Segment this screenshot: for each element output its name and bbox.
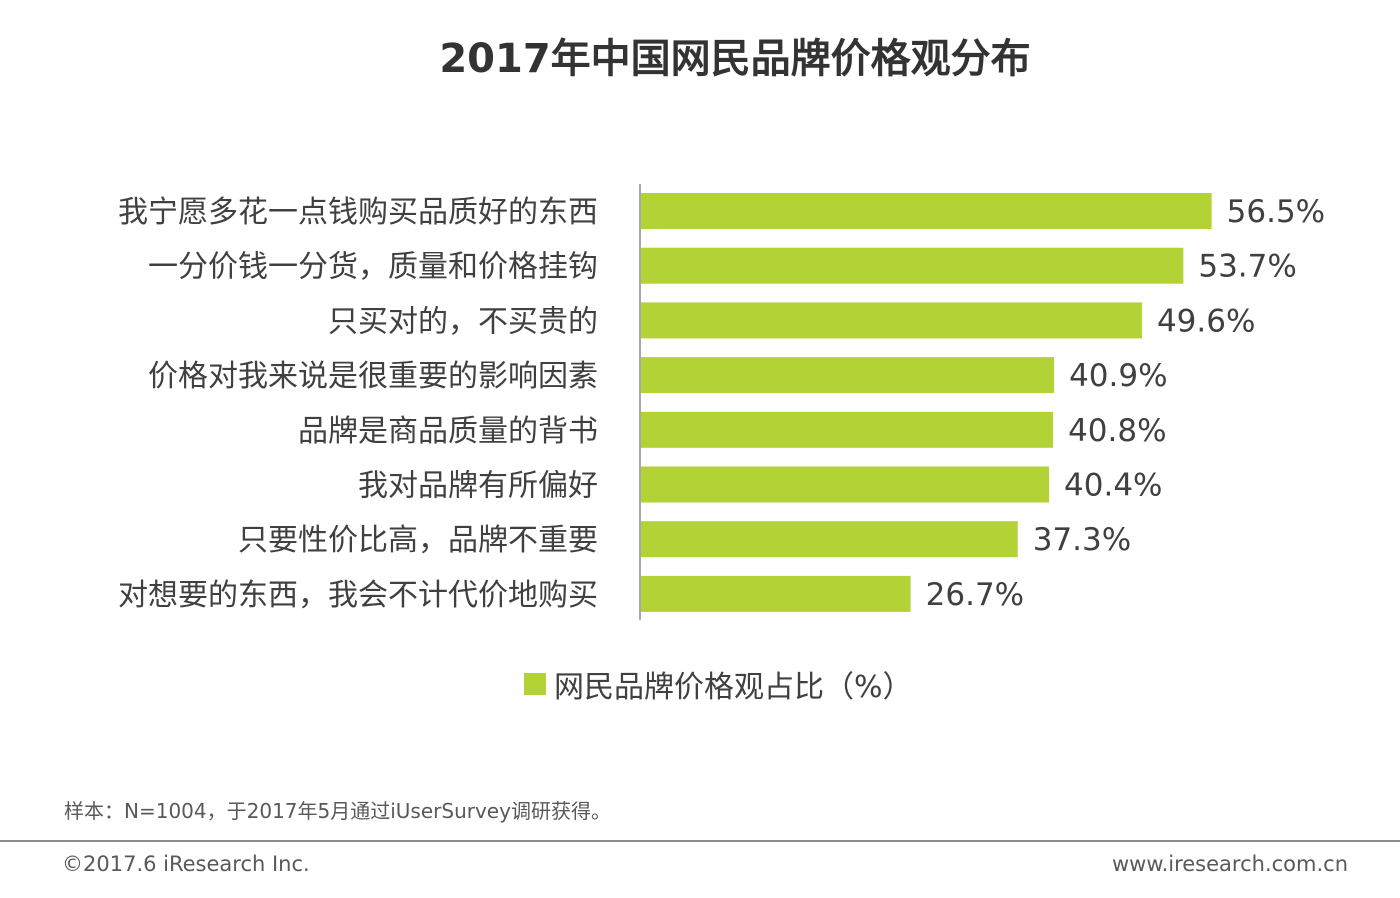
value-label: 40.8% — [1068, 413, 1166, 449]
bar — [641, 521, 1018, 558]
footer-divider — [0, 840, 1400, 842]
bar — [641, 247, 1184, 284]
category-label: 我宁愿多花一点钱购买品质好的东西 — [118, 195, 598, 230]
value-label: 56.5% — [1227, 194, 1325, 230]
bar — [641, 193, 1212, 229]
value-label: 37.3% — [1033, 522, 1131, 558]
bar — [641, 411, 1054, 448]
value-label: 53.7% — [1198, 249, 1296, 285]
chart-title: 2017年中国网民品牌价格观分布 — [439, 36, 1031, 82]
legend: 网民品牌价格观占比（%） — [524, 664, 913, 705]
category-label: 一分价钱一分货，质量和价格挂钩 — [148, 250, 598, 285]
bar — [641, 357, 1055, 394]
bar — [641, 302, 1142, 339]
category-label: 我对品牌有所偏好 — [358, 469, 598, 504]
category-label: 只要性价比高，品牌不重要 — [238, 523, 598, 558]
sample-note: 样本：N=1004，于2017年5月通过iUserSurvey调研获得。 — [64, 799, 611, 823]
category-label: 品牌是商品质量的背书 — [298, 414, 598, 449]
bar — [641, 575, 911, 612]
value-label: 40.4% — [1064, 468, 1162, 504]
category-label: 对想要的东西，我会不计代价地购买 — [118, 578, 598, 613]
legend-swatch — [524, 673, 546, 695]
category-label: 价格对我来说是很重要的影响因素 — [148, 359, 598, 394]
value-label: 49.6% — [1157, 303, 1255, 339]
copyright: ©2017.6 iResearch Inc. — [62, 852, 310, 876]
value-label: 40.9% — [1069, 358, 1167, 394]
legend-label: 网民品牌价格观占比（%） — [554, 670, 913, 705]
value-label: 26.7% — [926, 577, 1024, 613]
website-url: www.iresearch.com.cn — [1111, 852, 1348, 876]
bar — [641, 466, 1050, 503]
bar-chart: 我宁愿多花一点钱购买品质好的东西 56.5% 一分价钱一分货，质量和价格挂钩 53.7… — [118, 184, 1325, 620]
category-label: 只买对的，不买贵的 — [328, 304, 598, 339]
